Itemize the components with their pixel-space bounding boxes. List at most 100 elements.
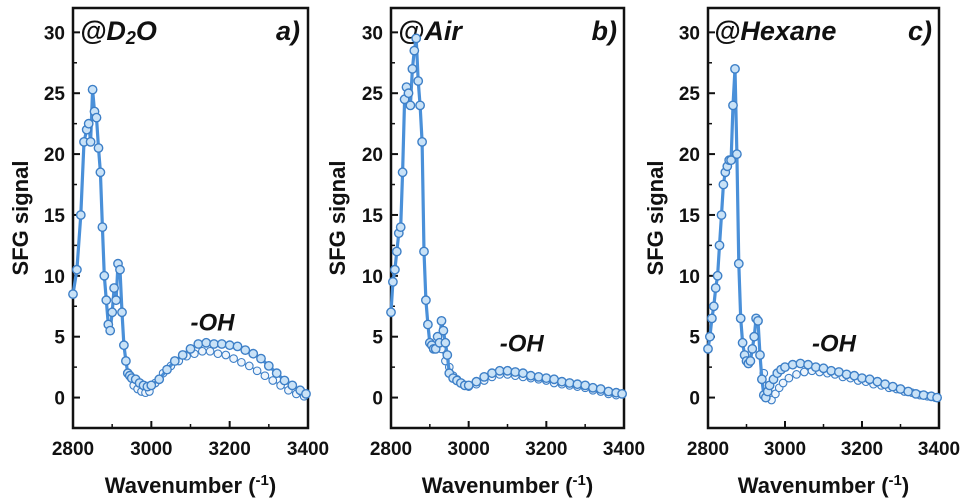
data-point	[213, 349, 223, 359]
data-point	[541, 373, 552, 383]
data-point	[256, 353, 266, 364]
y-tick-label: 0	[372, 389, 383, 410]
x-axis-label-end: )	[269, 473, 276, 498]
data-point	[533, 371, 544, 382]
data-point	[419, 246, 429, 257]
data-point	[83, 118, 94, 129]
data-point	[169, 356, 180, 366]
y-tick-label: 20	[44, 145, 65, 166]
oh-annotation: -OH	[191, 310, 236, 337]
y-axis-label: SFG signal	[325, 161, 350, 276]
y-tick-label: 20	[679, 145, 700, 166]
data-point	[271, 368, 282, 379]
data-point	[778, 378, 788, 388]
data-point	[730, 64, 740, 74]
y-tick-label: 10	[44, 267, 65, 288]
oh-annotation: -OH	[500, 330, 545, 357]
panel-letter: c)	[908, 16, 932, 46]
data-point	[154, 374, 165, 385]
panel-letter: b)	[592, 16, 617, 46]
data-point	[857, 373, 867, 383]
data-point	[244, 361, 254, 371]
x-tick-label: 3000	[764, 439, 806, 460]
data-point	[918, 390, 929, 400]
data-point	[436, 315, 447, 326]
x-axis-label-main: Wavenumber (	[105, 473, 256, 498]
data-point	[105, 325, 116, 336]
y-tick-label: 20	[362, 145, 383, 166]
data-point	[471, 376, 482, 387]
x-tick-label: 3200	[841, 439, 883, 460]
data-point	[386, 307, 396, 318]
series-main	[703, 64, 942, 403]
data-point	[409, 45, 420, 56]
x-axis-label-main: Wavenumber (	[422, 473, 573, 498]
x-tick-label: 3000	[130, 439, 172, 460]
data-point	[784, 373, 794, 383]
x-tick-label: 3200	[525, 439, 567, 460]
data-point	[205, 346, 215, 356]
y-tick-label: 15	[362, 206, 384, 227]
y-tick-label: 5	[54, 328, 65, 349]
x-tick-label: 3400	[603, 439, 645, 460]
x-axis-label: Wavenumber (-1)	[105, 472, 276, 498]
panel-title: @Hexane	[714, 16, 836, 46]
x-axis-label-main: Wavenumber (	[738, 473, 889, 498]
data-point	[397, 167, 408, 178]
y-tick-label: 30	[679, 23, 700, 44]
y-tick-label: 25	[44, 84, 66, 105]
x-axis-label-end: )	[902, 473, 909, 498]
data-point	[733, 258, 744, 269]
oh-annotation: -OH	[812, 330, 857, 357]
x-axis-label-sup: -1	[573, 472, 586, 489]
x-axis-label-sup: -1	[256, 472, 269, 489]
series-main	[386, 33, 627, 399]
data-point	[757, 374, 767, 385]
data-point	[705, 331, 715, 342]
panel-c: 0 5 10 15 20 25 30 2800 3000 3200 3400 Wavenumber (…	[643, 6, 960, 498]
panel-title: @Air	[398, 16, 463, 46]
data-point	[97, 222, 108, 233]
data-point	[405, 100, 416, 111]
data-point	[387, 276, 398, 287]
data-point	[413, 76, 424, 86]
data-point	[407, 64, 418, 74]
data-point	[737, 337, 748, 348]
data-point	[479, 371, 490, 382]
data-point	[93, 143, 104, 153]
data-point	[712, 270, 723, 281]
x-axis-label: Wavenumber (-1)	[738, 472, 909, 498]
data-point	[91, 112, 102, 123]
data-point	[201, 337, 212, 348]
data-point	[745, 356, 756, 366]
y-tick-label: 5	[372, 328, 383, 349]
data-point	[753, 315, 763, 326]
data-point	[121, 356, 131, 366]
panel-title-main: @D	[80, 16, 126, 46]
data-point	[391, 246, 402, 257]
data-point	[146, 380, 157, 391]
panel-letter: a)	[276, 16, 300, 46]
data-point	[557, 376, 567, 387]
data-point	[72, 264, 82, 275]
data-point	[229, 354, 238, 363]
data-point	[109, 283, 120, 293]
data-point	[710, 283, 721, 293]
series-main	[68, 84, 311, 399]
data-point	[260, 371, 270, 381]
data-point	[749, 331, 760, 342]
data-point	[841, 369, 852, 380]
panel-b: 0 5 10 15 20 25 30 2800 3000 3200 3400 Wavenumber (…	[325, 6, 645, 498]
data-point	[240, 345, 251, 355]
data-point	[708, 301, 719, 312]
data-point	[438, 325, 449, 336]
data-point	[221, 350, 231, 360]
data-point	[117, 307, 127, 318]
data-point	[68, 289, 78, 299]
y-tick-label: 15	[679, 206, 701, 227]
data-point	[237, 357, 246, 367]
y-axis-label: SFG signal	[8, 161, 33, 276]
data-point	[787, 359, 798, 370]
data-point	[707, 313, 717, 324]
y-tick-label: 30	[362, 23, 383, 44]
